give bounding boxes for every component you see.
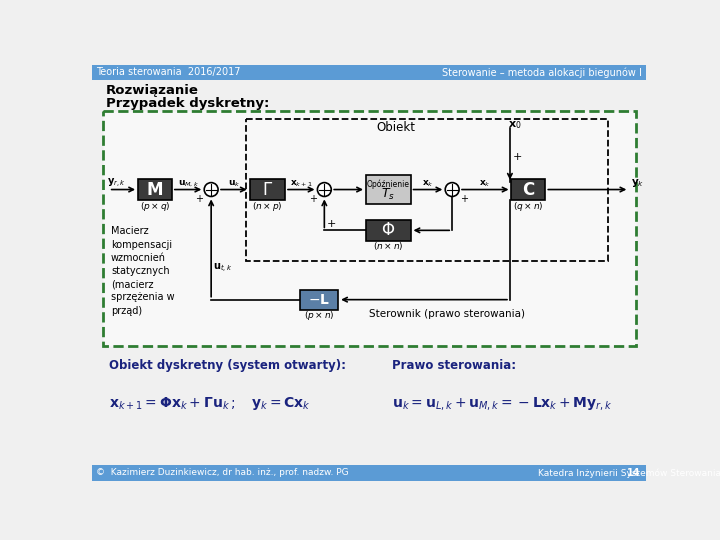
Text: $(q \times n)$: $(q \times n)$ (513, 200, 544, 213)
Bar (246, 119, 608, 261)
Circle shape (204, 183, 218, 197)
Text: $-\mathbf{L}$: $-\mathbf{L}$ (308, 293, 330, 307)
Text: Przypadek dyskretny:: Przypadek dyskretny: (106, 97, 269, 110)
Text: Opóźnienie: Opóźnienie (366, 179, 410, 189)
Text: Obiekt: Obiekt (377, 122, 415, 134)
Bar (138, 179, 172, 200)
Text: $\Gamma$: $\Gamma$ (262, 180, 273, 199)
Circle shape (318, 183, 331, 197)
Text: $\mathbf{y}_{r,k}$: $\mathbf{y}_{r,k}$ (107, 177, 126, 190)
Text: Obiekt dyskretny (system otwarty):: Obiekt dyskretny (system otwarty): (109, 359, 346, 372)
Circle shape (445, 183, 459, 197)
Text: C: C (522, 180, 534, 199)
Text: Katedra Inżynierii Systemów Sterowania: Katedra Inżynierii Systemów Sterowania (539, 468, 720, 478)
Text: $\mathbf{x}_{k+1} = \mathbf{\Phi}\mathbf{x}_k + \mathbf{\Gamma}\mathbf{u}_k\,;\q: $\mathbf{x}_{k+1} = \mathbf{\Phi}\mathbf… (109, 395, 310, 412)
Text: ©  Kazimierz Duzinkiewicz, dr hab. inż., prof. nadzw. PG: © Kazimierz Duzinkiewicz, dr hab. inż., … (96, 468, 349, 477)
Text: +: + (460, 194, 468, 204)
Text: Teoria sterowania  2016/2017: Teoria sterowania 2016/2017 (96, 68, 241, 78)
Text: +: + (309, 194, 317, 204)
Bar (300, 289, 338, 309)
Text: Sterownik (prawo sterowania): Sterownik (prawo sterowania) (369, 308, 525, 319)
Text: 14: 14 (627, 468, 641, 478)
Text: Macierz
kompensacji
wzmocnień
statycznych
(macierz
sprzężenia w
prząd): Macierz kompensacji wzmocnień statycznyc… (111, 226, 175, 316)
Text: Sterowanie – metoda alokacji biegunów I: Sterowanie – metoda alokacji biegunów I (441, 68, 642, 78)
Text: $T_s$: $T_s$ (382, 187, 395, 202)
Bar (366, 175, 410, 204)
Text: $\mathbf{u}_k$: $\mathbf{u}_k$ (228, 178, 240, 188)
Text: $\Phi$: $\Phi$ (381, 221, 395, 239)
Bar (92, 465, 647, 481)
Text: +: + (195, 194, 204, 204)
Text: $\mathbf{u}_{t,k}$: $\mathbf{u}_{t,k}$ (213, 262, 233, 275)
Text: Prawo sterowania:: Prawo sterowania: (392, 359, 516, 372)
Text: $\mathbf{u}_{M,k}$: $\mathbf{u}_{M,k}$ (178, 178, 199, 188)
Text: $\mathbf{y}_k$: $\mathbf{y}_k$ (631, 177, 644, 190)
Text: $\mathbf{x}_k$: $\mathbf{x}_k$ (480, 178, 491, 188)
Bar (250, 179, 285, 200)
Bar (92, 65, 647, 80)
Text: $\mathbf{x}_{k+1}$: $\mathbf{x}_{k+1}$ (290, 178, 312, 188)
Text: $\mathbf{u}_k = \mathbf{u}_{L,k} + \mathbf{u}_{M,k} = -\mathbf{L}\mathbf{x}_k + : $\mathbf{u}_k = \mathbf{u}_{L,k} + \math… (392, 395, 613, 412)
Text: M: M (147, 180, 163, 199)
Bar (366, 220, 410, 241)
Text: $(n \times n)$: $(n \times n)$ (373, 240, 404, 252)
Text: Rozwiązanie: Rozwiązanie (106, 84, 199, 97)
Text: $\mathbf{x}_0$: $\mathbf{x}_0$ (508, 119, 521, 131)
Text: $\mathbf{x}_k$: $\mathbf{x}_k$ (422, 178, 434, 188)
Text: $(p \times q)$: $(p \times q)$ (140, 200, 171, 213)
Bar (104, 111, 636, 346)
Text: $(p \times n)$: $(p \times n)$ (304, 308, 334, 321)
Text: +: + (327, 219, 336, 229)
Text: +: + (513, 152, 523, 162)
Bar (511, 179, 545, 200)
Text: $(n \times p)$: $(n \times p)$ (252, 200, 283, 213)
